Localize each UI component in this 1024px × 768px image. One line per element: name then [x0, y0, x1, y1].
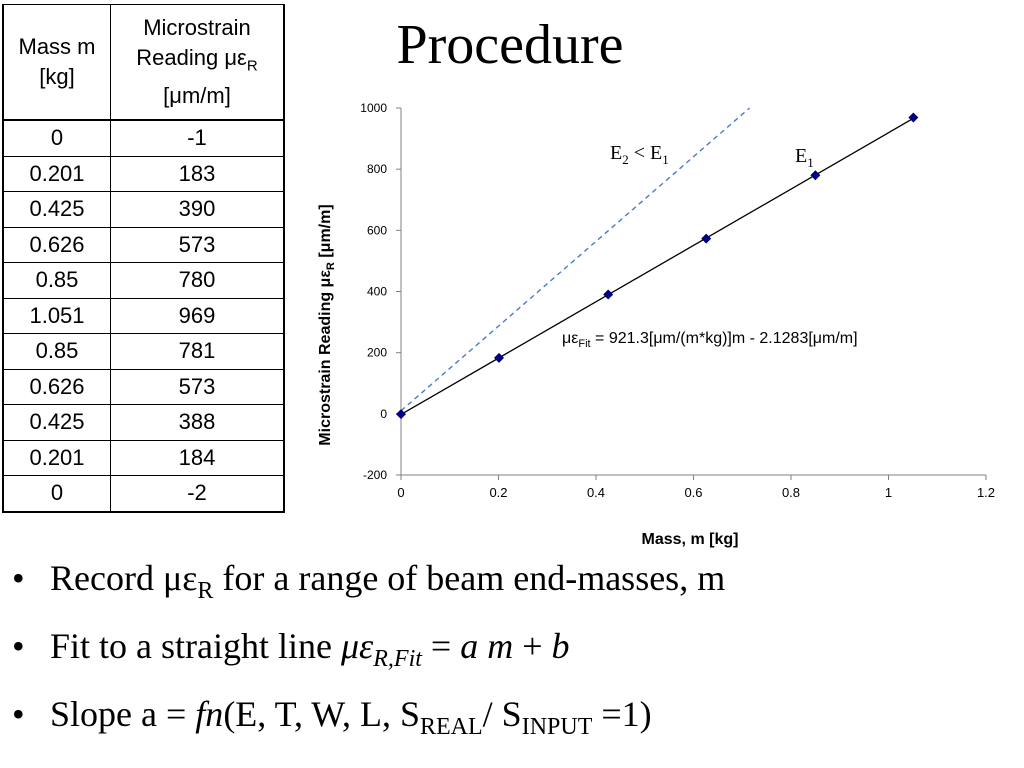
mass-cell: 0 [2, 119, 111, 157]
x-axis-label: Mass, m [kg] [642, 531, 739, 548]
data-point [603, 289, 614, 300]
y-tick-label: 0 [380, 407, 387, 421]
microstrain-cell: 969 [110, 297, 285, 334]
data-point [908, 112, 919, 123]
mass-cell: 0 [2, 475, 111, 512]
microstrain-cell: 183 [110, 155, 285, 192]
mass-cell: 0.201 [2, 155, 111, 192]
table-body: 0 -1 0.201 183 0.425 390 0.626 573 0.85 780 1.051 9… [2, 119, 285, 512]
fit-line [400, 117, 914, 416]
microstrain-cell: 573 [110, 368, 285, 405]
microstrain-vs-mass-chart: -200 0 200 400 600 800 1000 0 0.2 0.4 0.6 0.8 1 1.2 M… [317, 101, 995, 548]
mass-cell: 1.051 [2, 297, 111, 334]
chart-marks [396, 107, 919, 420]
table-row: 0 -1 [2, 119, 285, 157]
microstrain-cell: 390 [110, 191, 285, 228]
y-tick-label: 400 [367, 285, 387, 299]
mass-cell: 0.425 [2, 191, 111, 228]
mass-cell: 0.85 [2, 333, 111, 370]
x-tick-label: 0.2 [489, 485, 507, 500]
y-tick-label: -200 [363, 468, 387, 482]
table-header-row: Mass m [kg] Microstrain Reading μεR [μm/… [3, 4, 285, 121]
table-row: 0.626 573 [2, 368, 285, 405]
x-tick-label: 0 [397, 485, 404, 500]
y-tick-label: 600 [367, 223, 387, 237]
mass-cell: 0.85 [2, 262, 111, 299]
table-row: 1.051 969 [2, 297, 285, 334]
table-row: 0.201 183 [2, 155, 285, 192]
microstrain-cell: 184 [110, 439, 285, 476]
table-row: 0.425 388 [2, 404, 285, 441]
procedure-bullets: • Record μεR for a range of beam end-mas… [10, 556, 725, 760]
y-axis-label: Microstrain Reading μεR [μm/m] [317, 204, 337, 445]
y-tick-label: 1000 [360, 101, 387, 115]
x-tick-label: 0.6 [684, 485, 702, 500]
microstrain-cell: -2 [110, 475, 285, 512]
mass-cell: 0.626 [2, 368, 111, 405]
bullet-record: • Record μεR for a range of beam end-mas… [12, 558, 726, 604]
table-row: 0.425 390 [2, 191, 285, 228]
y-tick-label: 200 [367, 346, 387, 360]
mass-cell: 0.201 [2, 439, 111, 476]
table-row: 0.85 780 [2, 262, 285, 299]
microstrain-cell: 573 [110, 226, 285, 263]
fit-equation-label: μεFit = 921.3[μm/(m*kg)]m - 2.1283[μm/m] [562, 330, 858, 350]
page-title: Procedure [396, 14, 624, 76]
data-point [701, 233, 712, 244]
e1-label: E1 [795, 145, 814, 170]
table-row: 0.85 781 [2, 333, 285, 370]
bullet-dot: • [12, 626, 25, 666]
data-table: Mass m [kg] Microstrain Reading μεR [μm/… [2, 4, 285, 513]
microstrain-cell: 781 [110, 333, 285, 370]
chart-axes: -200 0 200 400 600 800 1000 0 0.2 0.4 0.6 0.8 1 1.2 [360, 101, 995, 500]
microstrain-column-header: Microstrain Reading μεR [μm/m] [110, 4, 285, 121]
mass-cell: 0.626 [2, 226, 111, 263]
mass-cell: 0.425 [2, 404, 111, 441]
table-row: 0.201 184 [2, 439, 285, 476]
bullet-dot: • [12, 558, 25, 598]
e2-label: E2 < E1 [610, 142, 669, 167]
table-row: 0 -2 [2, 475, 285, 512]
table-row: 0.626 573 [2, 226, 285, 263]
data-point [493, 352, 504, 363]
y-tick-label: 800 [367, 162, 387, 176]
x-tick-label: 0.8 [782, 485, 800, 500]
x-tick-label: 0.4 [587, 485, 605, 500]
x-tick-label: 1.2 [977, 485, 995, 500]
mass-column-header: Mass m [kg] [3, 4, 111, 121]
bullet-slope: • Slope a = fn(E, T, W, L, SREAL/ SINPUT… [12, 694, 652, 740]
microstrain-cell: 780 [110, 262, 285, 299]
data-point [810, 170, 821, 181]
x-tick-label: 1 [885, 485, 892, 500]
e2-comparison-line [400, 107, 751, 412]
data-point [396, 409, 406, 420]
bullet-dot: • [12, 694, 25, 734]
bullet-fit: • Fit to a straight line μεR,Fit = a m +… [12, 626, 570, 672]
microstrain-cell: -1 [110, 119, 285, 157]
microstrain-cell: 388 [110, 404, 285, 441]
